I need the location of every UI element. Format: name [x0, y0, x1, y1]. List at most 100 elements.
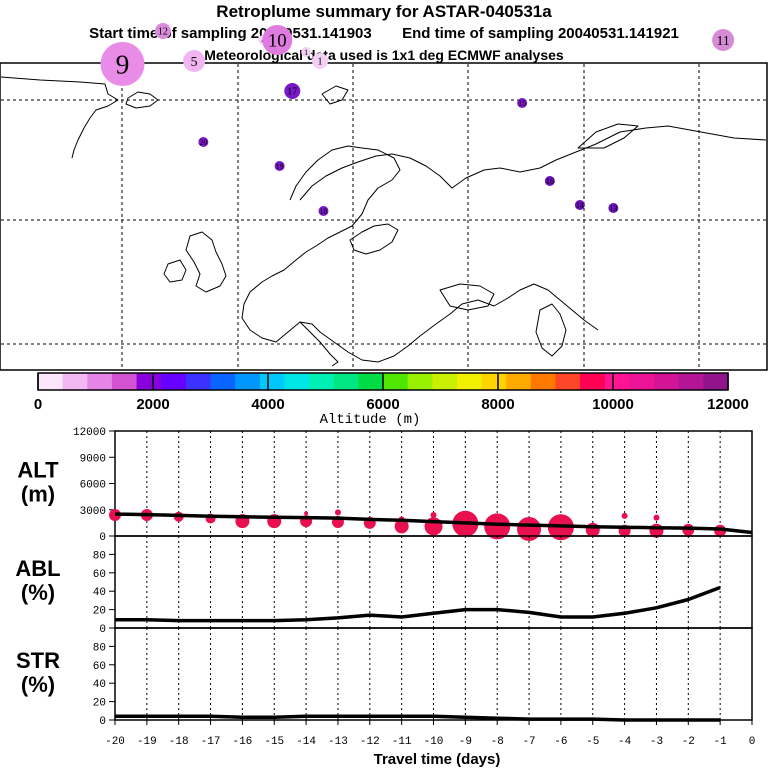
colorbar-tick-label: 6000	[366, 396, 399, 413]
colorbar-swatch	[506, 373, 532, 390]
plume-marker-label: 17	[287, 87, 297, 98]
x-tick-label: -17	[201, 736, 221, 748]
colorbar-swatch	[210, 373, 236, 390]
plume-marker	[574, 200, 585, 210]
y-axis-label: (%)	[21, 672, 55, 697]
colorbar-swatch	[87, 373, 113, 390]
colorbar-swatch	[259, 373, 285, 390]
coast-baltic	[349, 223, 399, 255]
plume-marker-label: 18	[319, 207, 327, 216]
coast-novaya-zemlya	[577, 123, 639, 149]
plume-marker	[262, 25, 293, 55]
coast-ireland	[163, 259, 187, 283]
coast-europe	[241, 145, 599, 363]
map-frame	[0, 62, 768, 371]
panel-abl: 0 20 40 60 80 ABL(%)	[15, 535, 753, 636]
coast-britain	[185, 231, 227, 293]
plume-marker-label: 19	[276, 162, 284, 171]
plume-marker	[608, 203, 619, 213]
plume-marker	[154, 23, 171, 39]
colorbar-swatch	[383, 373, 409, 390]
plume-marker-label: 14	[576, 201, 584, 210]
y-tick-label: 60	[93, 661, 106, 673]
colorbar-swatch	[38, 373, 64, 390]
plume-marker	[301, 47, 312, 57]
x-tick-label: -18	[169, 736, 189, 748]
x-tick-label: -12	[360, 736, 380, 748]
map-graticule	[1, 64, 766, 369]
coast-greenland	[0, 76, 119, 159]
colorbar-swatch	[654, 373, 680, 390]
plume-marker-label: 15	[518, 99, 526, 108]
plume-marker-label: 9	[116, 49, 130, 80]
colorbar-swatch	[629, 373, 655, 390]
colorbar-swatch	[456, 373, 483, 390]
altitude-bubble	[621, 512, 628, 519]
y-axis-label: (%)	[21, 580, 55, 605]
colorbar-swatch	[111, 373, 138, 390]
y-axis-label: (m)	[21, 482, 55, 507]
map-panel: 91254101111121715201918161413	[0, 23, 768, 371]
plume-marker	[312, 53, 329, 69]
colorbar-swatch	[703, 373, 729, 390]
coast-svalbard	[321, 85, 349, 105]
panel-alt: 0 3000 6000 9000 12000 ALT(m)	[17, 427, 753, 544]
series-line	[114, 512, 753, 535]
y-tick-label: 9000	[80, 453, 106, 465]
altitude-bubble	[304, 511, 309, 516]
plume-marker	[284, 83, 301, 99]
x-tick-label: -9	[459, 736, 472, 748]
y-tick-label: 6000	[80, 480, 106, 492]
colorbar-swatch	[530, 373, 556, 390]
y-tick-label: 40	[93, 679, 106, 691]
x-tick-label: -15	[264, 736, 284, 748]
colorbar-tick-label: 2000	[136, 396, 169, 413]
series-line	[115, 585, 721, 623]
x-tick-label: -5	[586, 736, 599, 748]
altitude-bubble	[653, 514, 660, 521]
y-axis-label: ALT	[17, 458, 59, 483]
plume-marker	[100, 42, 145, 86]
colorbar-swatch	[136, 373, 162, 390]
end-time-label: End time of sampling 20040531.141921	[402, 25, 679, 42]
colorbar-swatch	[678, 373, 704, 390]
coastlines	[0, 76, 767, 367]
series-line	[115, 714, 721, 722]
y-tick-label: 3000	[80, 506, 106, 518]
colorbar-swatch	[284, 373, 310, 390]
chart-panels: 030006000900012000ALT(m)020406080ABL(%)0…	[15, 427, 755, 768]
plume-marker-label: 20	[199, 138, 207, 147]
coast-scandinavia	[299, 125, 767, 201]
colorbar-tick-label: 12000	[707, 396, 749, 413]
chart-title: Retroplume summary for ASTAR-040531a	[216, 2, 552, 21]
y-tick-label: 20	[93, 698, 106, 710]
coast-italy	[299, 321, 339, 367]
x-tick-label: -10	[424, 736, 444, 748]
altitude-bubble	[430, 512, 437, 518]
colorbar-tick-label: 10000	[592, 396, 634, 413]
y-axis-label: STR	[16, 648, 60, 673]
x-tick-label: -1	[714, 736, 728, 748]
plume-marker-label: 13	[609, 204, 617, 213]
x-tick-label: -7	[522, 736, 535, 748]
x-tick-label: -19	[137, 736, 157, 748]
x-axis-label: Travel time (days)	[374, 751, 501, 768]
colorbar-swatch	[185, 373, 211, 390]
x-tick-label: -13	[328, 736, 348, 748]
plume-marker	[517, 98, 528, 108]
met-data-label: Meteorological data used is 1x1 deg ECMW…	[204, 47, 564, 63]
plume-marker-label: 5	[191, 54, 198, 69]
x-tick-label: -2	[682, 736, 695, 748]
colorbar-swatch	[358, 373, 384, 390]
plume-marker	[544, 176, 555, 186]
y-tick-label: 0	[99, 532, 106, 544]
plume-marker	[274, 161, 285, 171]
plume-marker-label: 1	[304, 48, 308, 57]
colorbar-swatch	[235, 373, 261, 390]
y-tick-label: 0	[99, 624, 106, 636]
y-tick-label: 40	[93, 587, 106, 599]
plume-marker-label: 12	[158, 27, 168, 38]
altitude-bubble	[394, 519, 409, 534]
y-tick-label: 12000	[73, 427, 106, 439]
